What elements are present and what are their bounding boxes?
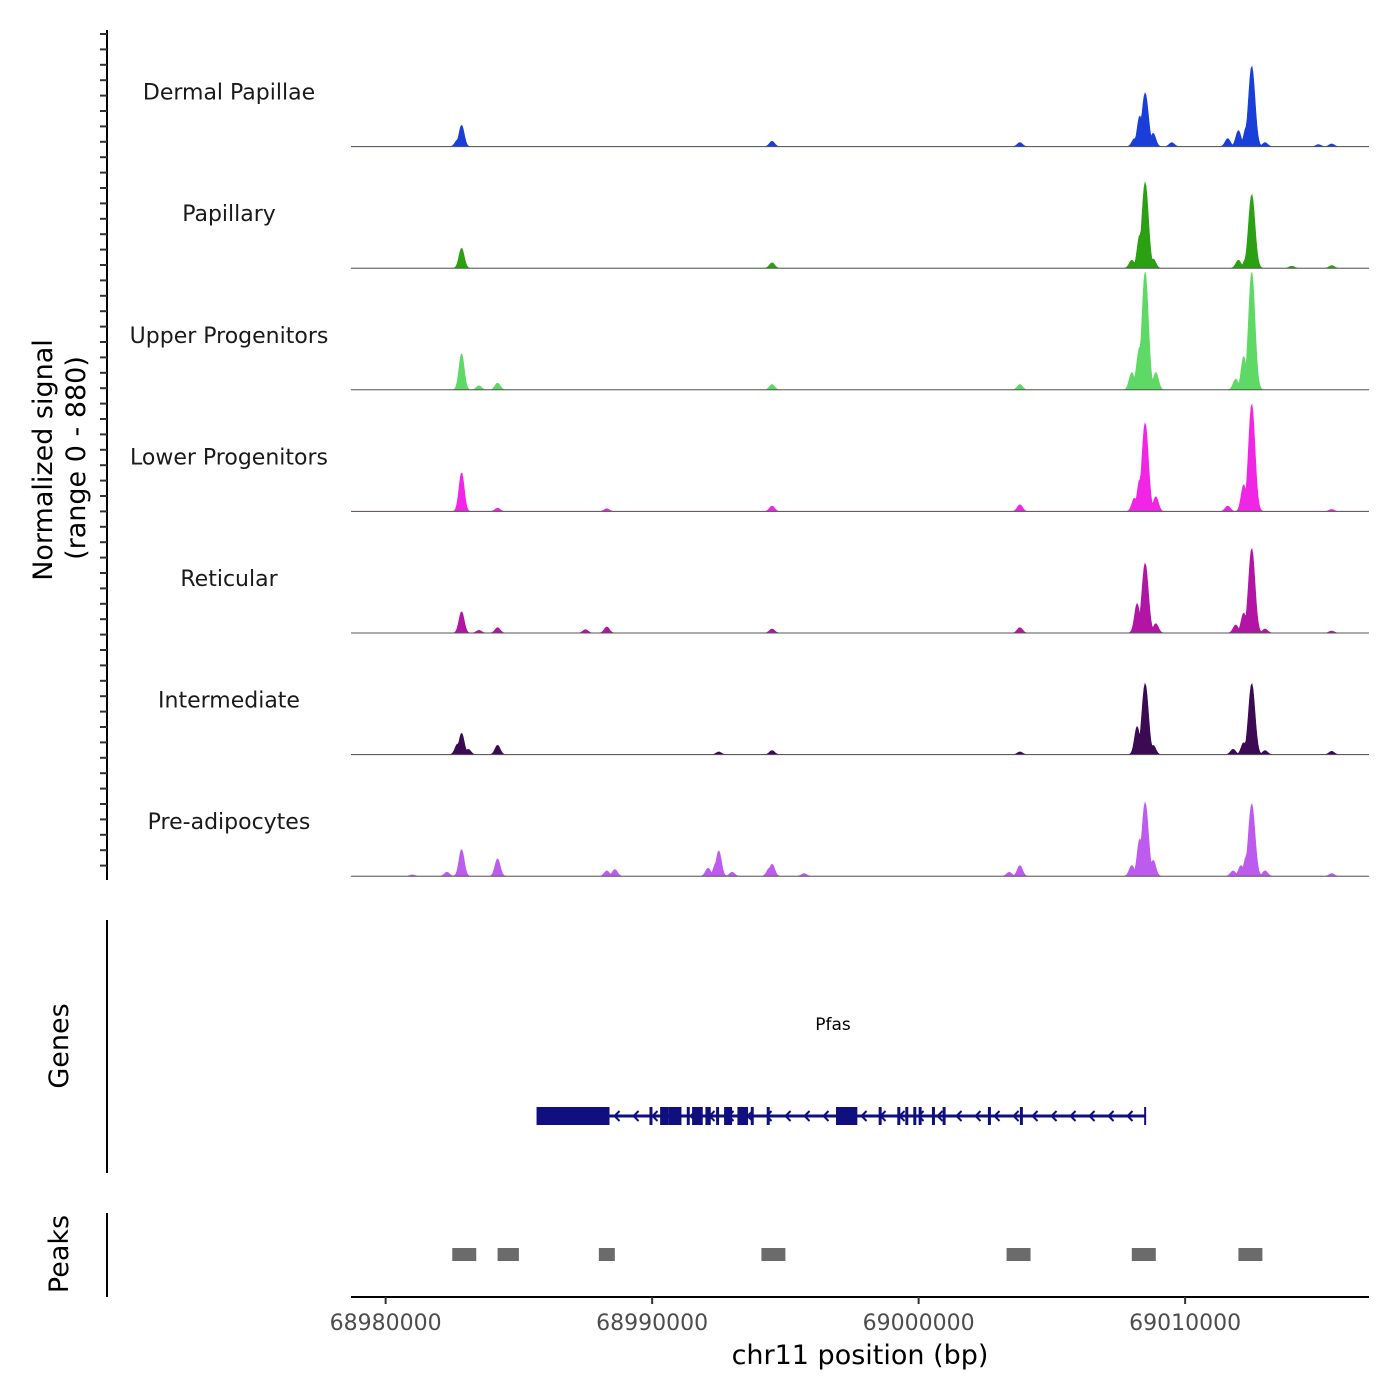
- track-label: Intermediate: [158, 689, 300, 714]
- y-axis-title: Normalized signal: [28, 339, 59, 581]
- strand-arrow: [1107, 1110, 1115, 1122]
- y-axis-range-label: (range 0 - 880): [61, 356, 92, 560]
- exon: [686, 1107, 690, 1125]
- exon: [918, 1107, 922, 1125]
- exon: [668, 1107, 682, 1125]
- signal-area: [351, 403, 1369, 512]
- strand-arrow: [613, 1110, 621, 1122]
- track-label: Dermal Papillae: [143, 81, 315, 106]
- track-intermediate: Intermediate: [158, 682, 1369, 756]
- x-tick-label: 68980000: [330, 1311, 442, 1336]
- strand-arrow: [803, 1110, 811, 1122]
- signal-area: [351, 801, 1369, 877]
- track-label: Lower Progenitors: [130, 445, 328, 470]
- exon: [931, 1107, 935, 1125]
- strand-arrow: [936, 1110, 944, 1122]
- track-dermal-papillae: Dermal Papillae: [143, 65, 1369, 148]
- exon: [537, 1107, 610, 1125]
- exon: [905, 1107, 909, 1125]
- strand-arrow: [993, 1110, 1001, 1122]
- exon: [766, 1107, 770, 1125]
- coverage-tracks: Dermal Papillae Papillary Upper Progenitor…: [130, 65, 1369, 877]
- exon: [692, 1107, 703, 1125]
- track-reticular: Reticular: [180, 547, 1369, 634]
- exon: [1019, 1107, 1023, 1125]
- exon: [737, 1107, 749, 1125]
- track-label: Pre-adipocytes: [148, 810, 311, 835]
- track-lower-progenitors: Lower Progenitors: [130, 403, 1369, 512]
- peak-region: [497, 1248, 519, 1261]
- signal-area: [351, 181, 1369, 269]
- signal-area: [351, 682, 1369, 755]
- peak-region: [598, 1248, 615, 1261]
- peak-region: [1238, 1248, 1263, 1261]
- track-upper-progenitors: Upper Progenitors: [130, 271, 1369, 391]
- exon: [942, 1107, 946, 1125]
- track-papillary: Papillary: [182, 181, 1369, 269]
- strand-arrow: [860, 1110, 868, 1122]
- exon: [716, 1107, 720, 1125]
- signal-area: [351, 271, 1369, 391]
- strand-arrow: [765, 1110, 773, 1122]
- signal-area: [351, 65, 1369, 147]
- exon: [913, 1107, 917, 1125]
- exon: [836, 1107, 858, 1125]
- strand-arrow: [651, 1110, 659, 1122]
- strand-arrow: [822, 1110, 830, 1122]
- exon: [878, 1107, 882, 1125]
- strand-arrow: [632, 1110, 640, 1122]
- strand-arrow: [1050, 1110, 1058, 1122]
- exon: [897, 1107, 901, 1125]
- peak-region: [761, 1248, 786, 1261]
- signal-area: [351, 547, 1369, 634]
- exon: [750, 1107, 754, 1125]
- strand-arrow: [917, 1110, 925, 1122]
- track-label: Papillary: [182, 202, 276, 227]
- x-tick-label: 69010000: [1129, 1311, 1241, 1336]
- exon: [724, 1107, 733, 1125]
- exon: [705, 1107, 711, 1125]
- peak-region: [452, 1248, 477, 1261]
- peak-region: [1131, 1248, 1156, 1261]
- exon: [649, 1107, 653, 1125]
- strand-arrow: [784, 1110, 792, 1122]
- exon: [660, 1107, 669, 1125]
- strand-arrow: [974, 1110, 982, 1122]
- peaks-track-title: Peaks: [44, 1215, 75, 1293]
- gene-track: [536, 1107, 1147, 1125]
- strand-arrow: [1031, 1110, 1039, 1122]
- track-pre-adipocytes: Pre-adipocytes: [148, 801, 1369, 877]
- strand-arrow: [1069, 1110, 1077, 1122]
- strand-arrow: [1126, 1110, 1134, 1122]
- strand-arrow: [955, 1110, 963, 1122]
- strand-arrow: [1012, 1110, 1020, 1122]
- y-axis-ticks: [100, 33, 107, 867]
- peak-region: [1006, 1248, 1031, 1261]
- x-tick-label: 69000000: [863, 1311, 975, 1336]
- x-tick-label: 68990000: [596, 1311, 708, 1336]
- peak-track: [452, 1248, 1263, 1261]
- track-label: Upper Progenitors: [130, 324, 329, 349]
- exon: [987, 1107, 991, 1125]
- gene-label: Pfas: [815, 1015, 851, 1035]
- x-axis-title: chr11 position (bp): [732, 1340, 989, 1371]
- x-axis-ticks: 68980000 68990000 69000000 69010000: [330, 1297, 1241, 1336]
- genes-track-title: Genes: [44, 1003, 75, 1088]
- track-label: Reticular: [180, 567, 278, 592]
- strand-arrow: [1088, 1110, 1096, 1122]
